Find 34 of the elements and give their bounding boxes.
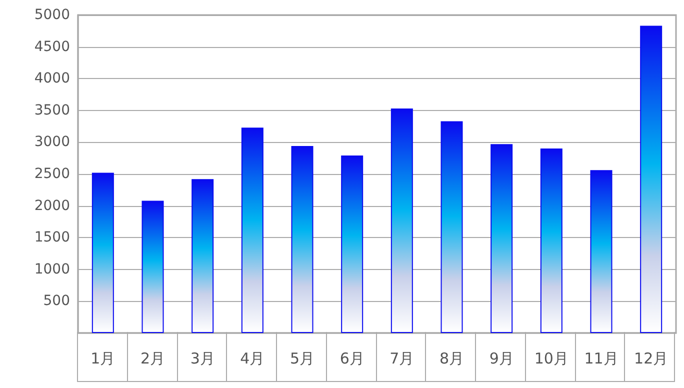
y-tick-label: 2500 xyxy=(34,166,70,182)
y-tick-label: 3000 xyxy=(34,134,70,150)
x-tick-label: 10月 xyxy=(534,350,568,368)
y-tick-label: 4000 xyxy=(34,70,70,87)
bar xyxy=(241,128,264,333)
x-tick-label: 4月 xyxy=(240,350,265,368)
x-tick-label: 12月 xyxy=(634,350,668,368)
bar xyxy=(540,148,562,333)
bar xyxy=(390,108,413,333)
x-tick-label: 2月 xyxy=(140,350,166,368)
x-tick-label: 3月 xyxy=(190,350,215,368)
bar xyxy=(291,146,314,333)
bar xyxy=(92,172,114,333)
bar xyxy=(341,156,364,333)
y-tick-label: 500 xyxy=(43,293,70,310)
x-tick-label: 9月 xyxy=(489,350,514,368)
y-tick-label: 5000 xyxy=(34,7,70,23)
bar xyxy=(192,179,214,333)
x-tick-label: 6月 xyxy=(340,350,364,368)
x-tick-label: 1月 xyxy=(90,350,116,368)
y-tick-label: 2000 xyxy=(34,198,70,214)
x-tick-label: 8月 xyxy=(439,350,464,368)
y-tick-label: 1500 xyxy=(34,230,70,246)
bar xyxy=(490,144,513,333)
y-tick-label: 3500 xyxy=(34,102,70,118)
x-tick-label: 5月 xyxy=(290,350,315,368)
x-tick-label: 11月 xyxy=(584,350,618,368)
bar xyxy=(440,121,463,333)
y-tick-label: 1000 xyxy=(34,261,70,278)
bar xyxy=(142,200,164,333)
y-tick-label: 4500 xyxy=(34,38,70,55)
bar xyxy=(640,26,662,333)
x-tick-label: 7月 xyxy=(390,350,414,368)
bar xyxy=(590,170,612,333)
